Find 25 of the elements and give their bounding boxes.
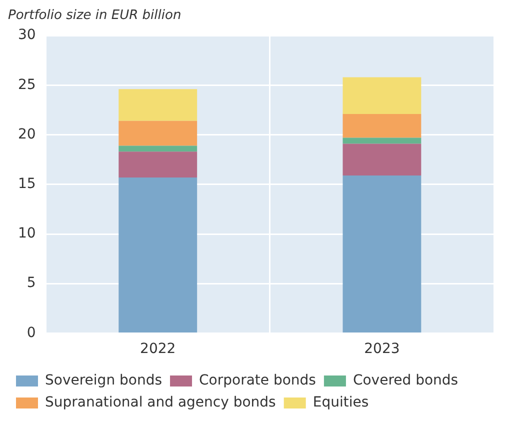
y-tick-label: 5 [26,275,36,292]
bar [118,177,198,332]
bar [342,77,422,114]
y-tick-label: 10 [18,226,36,242]
y-tick-label: 15 [18,176,36,192]
bar [342,138,422,144]
legend-label: Sovereign bonds [45,372,162,389]
bar [342,144,422,176]
legend-label: Corporate bonds [199,372,316,389]
y-tick-label: 0 [26,324,36,341]
x-tick-label: 2022 [140,341,176,358]
bar [118,146,198,152]
bar [342,175,422,332]
x-tick-label: 2023 [364,341,400,358]
y-axis-title: Portfolio size in EUR billion [8,8,182,24]
legend-label: Supranational and agency bonds [45,394,276,411]
bar [118,120,198,146]
bar [342,114,422,138]
y-tick-label: 30 [18,27,36,44]
y-tick-label: 25 [18,76,36,93]
y-tick-label: 20 [18,126,36,142]
bar [118,152,198,178]
legend-label: Covered bonds [352,372,458,389]
bar [118,89,198,121]
legend-label: Equities [312,394,369,411]
